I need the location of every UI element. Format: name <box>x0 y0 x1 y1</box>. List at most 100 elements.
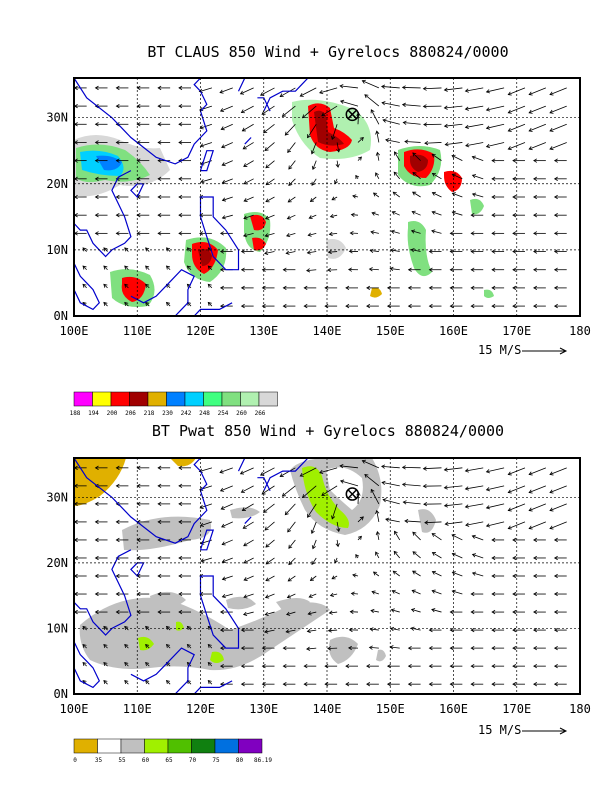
wind-vector <box>533 573 546 579</box>
x-tick-label: 160E <box>439 324 468 338</box>
wind-vector <box>412 531 421 541</box>
wind-vector <box>310 142 317 155</box>
wind-vector <box>299 87 317 97</box>
wind-vector <box>279 87 296 98</box>
wind-vector <box>145 301 150 307</box>
wind-vector <box>145 679 150 685</box>
wind-vector <box>94 537 108 543</box>
wind-vector <box>157 231 171 236</box>
wind-vector <box>464 503 484 509</box>
wind-vector <box>407 682 421 687</box>
wind-vector <box>507 521 526 530</box>
wind-vector <box>491 591 505 597</box>
wind-vector <box>115 158 129 163</box>
wind-vector <box>381 84 400 89</box>
wind-vector <box>157 122 171 127</box>
wind-vector <box>533 213 546 218</box>
wind-vector <box>357 535 362 541</box>
wind-vector <box>287 521 296 533</box>
y-tick-label: 20N <box>46 177 68 191</box>
wind-vector <box>94 501 108 507</box>
wind-vector <box>82 283 87 289</box>
wind-vector <box>392 191 400 198</box>
wind-vector <box>390 229 400 234</box>
wind-vector <box>350 212 359 217</box>
wind-vector <box>491 555 505 561</box>
wind-vector <box>386 663 400 669</box>
wind-vector <box>264 629 275 634</box>
x-tick-label: 100E <box>60 702 89 716</box>
wind-vector <box>178 501 192 507</box>
wind-vector <box>242 611 254 616</box>
wind-vector <box>199 213 212 218</box>
wind-vector <box>242 232 254 238</box>
wind-vector <box>115 231 129 236</box>
wind-vector <box>265 575 275 582</box>
wind-vector <box>485 503 505 510</box>
coastline-segment <box>199 529 215 551</box>
wind-vector <box>512 303 525 309</box>
coastline-segment <box>130 647 195 695</box>
wind-vector <box>264 214 275 220</box>
wind-vector <box>287 196 296 203</box>
coastline-segment <box>237 457 246 472</box>
pwat-grey-c2 <box>276 598 310 610</box>
wind-vector <box>243 539 254 547</box>
x-tick-label: 100E <box>60 324 89 338</box>
wind-vector <box>157 519 171 525</box>
wind-vector <box>443 503 463 508</box>
wind-vector <box>533 663 546 669</box>
coastline-segment <box>263 77 309 112</box>
wind-vector <box>485 123 505 130</box>
colorbar-swatch <box>167 738 192 754</box>
wind-vector <box>370 608 379 614</box>
wind-vector <box>178 122 192 127</box>
wind-vector <box>240 303 254 309</box>
wind-vector <box>549 87 567 96</box>
wind-vector <box>491 231 505 236</box>
x-tick-label: 150E <box>376 702 405 716</box>
y-tick-label: 10N <box>46 621 68 635</box>
wind-vector <box>282 303 296 309</box>
wind-vector <box>370 109 380 125</box>
wind-vector <box>94 609 108 615</box>
wind-vector <box>345 682 358 687</box>
wind-vector <box>221 539 233 546</box>
wind-vector <box>207 643 213 649</box>
wind-vector <box>553 285 567 291</box>
colorbar-label: 60 <box>142 757 150 764</box>
wind-vector <box>178 519 192 525</box>
wind-vector <box>470 627 484 633</box>
colorbar-label: 80 <box>236 757 244 764</box>
wind-vector <box>136 122 150 127</box>
wind-vector <box>512 158 525 163</box>
colorbar-label: 200 <box>107 410 118 417</box>
wind-vector <box>284 503 296 516</box>
wind-vector <box>464 123 484 130</box>
wind-vector <box>491 213 505 218</box>
wind-vector <box>157 483 171 489</box>
pwat-tan-nw <box>74 458 126 506</box>
wind-vector <box>82 643 87 649</box>
wind-vector <box>431 552 442 559</box>
wind-vector <box>311 178 317 186</box>
wind-vector <box>470 213 484 218</box>
colorbar-swatch <box>221 391 241 407</box>
wind-vector <box>470 285 484 291</box>
wind-vector <box>491 645 505 651</box>
wind-vector <box>553 645 567 651</box>
wind-vector <box>240 285 254 291</box>
wind-vectors-pwat <box>73 459 567 687</box>
y-tick-labels-claus: 0N 10N 20N 30N <box>46 111 68 323</box>
wind-vector <box>553 555 567 561</box>
wind-vector <box>157 213 171 218</box>
wind-vector <box>261 645 275 651</box>
cloud-red-c2 <box>252 237 266 251</box>
wind-vector <box>198 467 212 473</box>
wind-vector <box>366 303 379 309</box>
wind-vector <box>424 140 442 146</box>
wind-vector <box>382 118 400 125</box>
wind-vector <box>385 517 400 523</box>
wind-vector <box>145 661 150 667</box>
wind-vector <box>284 124 296 136</box>
